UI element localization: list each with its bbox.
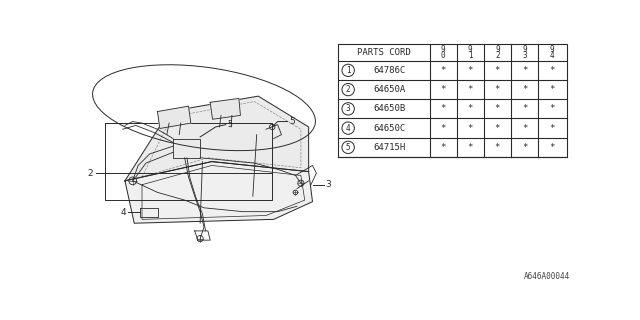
Text: 5: 5 (346, 143, 351, 152)
Text: 5: 5 (289, 117, 295, 126)
Text: *: * (468, 85, 473, 94)
Text: 5: 5 (227, 120, 232, 129)
Text: 9: 9 (441, 45, 445, 54)
Text: *: * (522, 66, 527, 75)
Text: 1: 1 (346, 66, 351, 75)
Text: 64715H: 64715H (374, 143, 406, 152)
Text: *: * (549, 85, 554, 94)
Text: *: * (468, 143, 473, 152)
Text: *: * (495, 85, 500, 94)
Text: 4: 4 (346, 124, 351, 132)
Text: 3: 3 (326, 180, 332, 189)
Text: *: * (440, 124, 446, 132)
Polygon shape (125, 96, 308, 181)
Text: 0: 0 (441, 51, 445, 60)
Text: *: * (440, 104, 446, 113)
Text: *: * (440, 66, 446, 75)
Text: 4: 4 (549, 51, 554, 60)
Text: *: * (495, 124, 500, 132)
Text: 9: 9 (495, 45, 500, 54)
Text: *: * (549, 66, 554, 75)
Text: 3: 3 (346, 104, 351, 113)
Text: 1: 1 (468, 51, 472, 60)
Text: 64650B: 64650B (374, 104, 406, 113)
Text: *: * (468, 104, 473, 113)
Polygon shape (210, 99, 241, 119)
Text: *: * (495, 104, 500, 113)
Text: *: * (522, 143, 527, 152)
Text: 9: 9 (468, 45, 472, 54)
Text: 3: 3 (522, 51, 527, 60)
Text: *: * (468, 66, 473, 75)
Text: 2: 2 (346, 85, 351, 94)
Text: *: * (522, 85, 527, 94)
Text: PARTS CORD: PARTS CORD (357, 48, 411, 57)
Polygon shape (125, 162, 312, 223)
Text: 2: 2 (495, 51, 500, 60)
Polygon shape (157, 106, 191, 129)
Text: *: * (495, 66, 500, 75)
Text: *: * (549, 124, 554, 132)
Text: A646A00044: A646A00044 (524, 272, 570, 281)
Text: *: * (522, 124, 527, 132)
Text: *: * (549, 143, 554, 152)
Text: 4: 4 (121, 208, 127, 217)
Text: 64650C: 64650C (374, 124, 406, 132)
Text: 64786C: 64786C (374, 66, 406, 75)
Text: *: * (468, 124, 473, 132)
Text: *: * (440, 143, 446, 152)
Text: *: * (440, 85, 446, 94)
Text: 2: 2 (88, 169, 93, 178)
Bar (338, 44, 566, 157)
Text: 9: 9 (522, 45, 527, 54)
Text: 64650A: 64650A (374, 85, 406, 94)
Text: 9: 9 (549, 45, 554, 54)
Text: *: * (522, 104, 527, 113)
Text: *: * (495, 143, 500, 152)
Text: *: * (549, 104, 554, 113)
